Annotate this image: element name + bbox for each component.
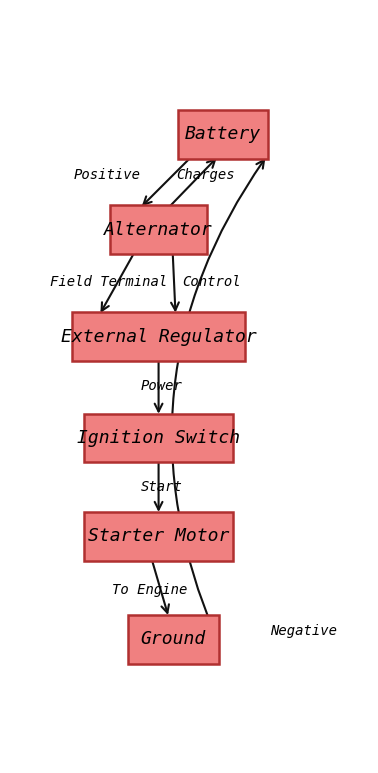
Text: To Engine: To Engine: [112, 583, 187, 597]
Text: Power: Power: [141, 380, 183, 393]
FancyArrowPatch shape: [102, 254, 134, 311]
FancyArrowPatch shape: [152, 560, 169, 613]
FancyBboxPatch shape: [128, 615, 218, 663]
FancyArrowPatch shape: [155, 462, 163, 509]
FancyBboxPatch shape: [72, 312, 245, 361]
Text: External Regulator: External Regulator: [61, 328, 256, 346]
FancyArrowPatch shape: [143, 158, 190, 205]
FancyArrowPatch shape: [155, 361, 163, 411]
Text: Negative: Negative: [270, 625, 337, 638]
Text: Alternator: Alternator: [104, 220, 213, 239]
Text: Ground: Ground: [141, 630, 206, 649]
FancyArrowPatch shape: [172, 160, 264, 637]
Text: Field Terminal: Field Terminal: [50, 275, 167, 289]
Text: Control: Control: [182, 275, 241, 289]
FancyBboxPatch shape: [84, 414, 233, 462]
FancyBboxPatch shape: [110, 206, 207, 254]
FancyBboxPatch shape: [84, 512, 233, 560]
FancyArrowPatch shape: [170, 159, 215, 206]
FancyArrowPatch shape: [171, 254, 179, 310]
Text: Battery: Battery: [185, 125, 261, 144]
Text: Starter Motor: Starter Motor: [88, 527, 229, 545]
Text: Start: Start: [141, 480, 183, 494]
Text: Positive: Positive: [74, 168, 141, 182]
Text: Charges: Charges: [176, 168, 235, 182]
FancyBboxPatch shape: [178, 110, 268, 158]
Text: Ignition Switch: Ignition Switch: [77, 429, 240, 447]
